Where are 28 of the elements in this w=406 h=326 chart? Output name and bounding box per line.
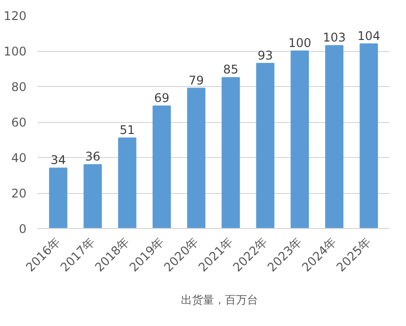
- data-label: 93: [258, 48, 273, 62]
- data-label: 100: [288, 36, 312, 50]
- y-tick-label: 0: [18, 222, 27, 236]
- bar: [325, 45, 344, 228]
- bar: [360, 43, 378, 228]
- y-tick-label: 60: [11, 116, 27, 130]
- data-label: 79: [188, 73, 204, 88]
- bar: [256, 62, 274, 228]
- bar: [118, 137, 136, 228]
- bar: [152, 106, 171, 228]
- data-label: 104: [357, 28, 380, 43]
- bar: [187, 88, 206, 228]
- data-label: 36: [85, 150, 100, 164]
- bar: [84, 164, 102, 228]
- text: 出货量，百万台: [181, 292, 258, 308]
- y-tick-label: 120: [4, 9, 26, 23]
- data-label: 34: [50, 153, 66, 168]
- bar: [222, 77, 240, 228]
- data-label: 85: [223, 62, 238, 77]
- data-label: 103: [322, 30, 346, 45]
- y-tick-label: 80: [11, 80, 27, 94]
- y-tick-label: 100: [4, 44, 26, 58]
- bar: [49, 168, 68, 228]
- bar: [290, 50, 309, 228]
- data-label: 69: [154, 91, 170, 106]
- data-label: 51: [120, 122, 135, 137]
- y-tick-label: 20: [11, 186, 27, 200]
- y-tick-label: 40: [11, 151, 27, 165]
